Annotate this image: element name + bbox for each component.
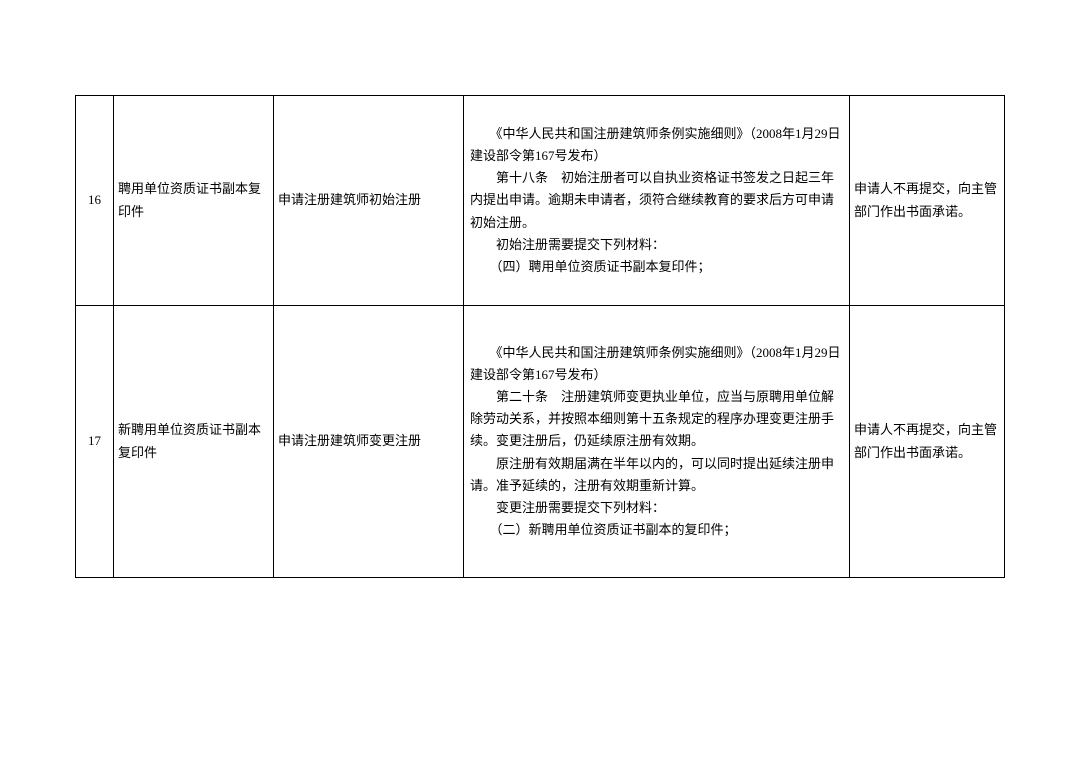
process-name: 申请注册建筑师初始注册 bbox=[274, 96, 464, 306]
note: 申请人不再提交，向主管部门作出书面承诺。 bbox=[850, 306, 1005, 578]
legal-basis: 《中华人民共和国注册建筑师条例实施细则》（2008年1月29日建设部令第167号… bbox=[464, 306, 850, 578]
basis-line: 原注册有效期届满在半年以内的，可以同时提出延续注册申请。准予延续的，注册有效期重… bbox=[470, 456, 834, 493]
legal-basis: 《中华人民共和国注册建筑师条例实施细则》（2008年1月29日建设部令第167号… bbox=[464, 96, 850, 306]
basis-line: 《中华人民共和国注册建筑师条例实施细则》（2008年1月29日建设部令第167号… bbox=[470, 126, 841, 163]
row-number: 17 bbox=[76, 306, 114, 578]
basis-line: 变更注册需要提交下列材料： bbox=[470, 500, 665, 515]
process-name: 申请注册建筑师变更注册 bbox=[274, 306, 464, 578]
basis-line: 第二十条 注册建筑师变更执业单位，应当与原聘用单位解除劳动关系，并按照本细则第十… bbox=[470, 389, 834, 448]
table-row: 16 聘用单位资质证书副本复印件 申请注册建筑师初始注册 《中华人民共和国注册建… bbox=[76, 96, 1005, 306]
table-row: 17 新聘用单位资质证书副本复印件 申请注册建筑师变更注册 《中华人民共和国注册… bbox=[76, 306, 1005, 578]
table-body: 16 聘用单位资质证书副本复印件 申请注册建筑师初始注册 《中华人民共和国注册建… bbox=[76, 96, 1005, 578]
basis-line: 第十八条 初始注册者可以自执业资格证书签发之日起三年内提出申请。逾期未申请者，须… bbox=[470, 170, 834, 229]
document-name: 新聘用单位资质证书副本复印件 bbox=[114, 306, 274, 578]
row-number: 16 bbox=[76, 96, 114, 306]
document-name: 聘用单位资质证书副本复印件 bbox=[114, 96, 274, 306]
basis-line: 初始注册需要提交下列材料： bbox=[470, 237, 665, 252]
note: 申请人不再提交，向主管部门作出书面承诺。 bbox=[850, 96, 1005, 306]
regulation-table: 16 聘用单位资质证书副本复印件 申请注册建筑师初始注册 《中华人民共和国注册建… bbox=[75, 95, 1005, 578]
basis-line: （二）新聘用单位资质证书副本的复印件； bbox=[470, 522, 737, 537]
basis-line: 《中华人民共和国注册建筑师条例实施细则》（2008年1月29日建设部令第167号… bbox=[470, 345, 841, 382]
basis-line: （四）聘用单位资质证书副本复印件； bbox=[470, 259, 711, 274]
